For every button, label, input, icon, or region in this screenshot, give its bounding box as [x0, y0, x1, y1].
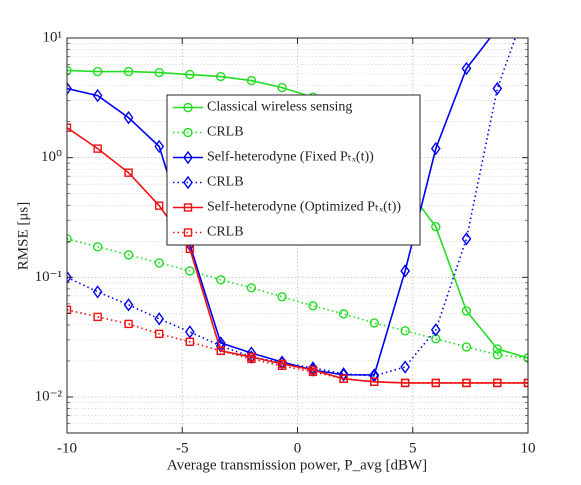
y-tick-label: 10⁻²: [35, 388, 63, 404]
marker: [92, 88, 103, 103]
marker: [431, 378, 440, 388]
marker: [493, 378, 502, 388]
marker: [67, 270, 72, 285]
marker: [93, 312, 102, 322]
legend-label: CRLB: [207, 225, 244, 240]
marker: [154, 67, 164, 78]
x-axis-label: Average transmission power, P_avg [dBW]: [167, 457, 427, 473]
marker: [185, 266, 195, 276]
marker: [92, 66, 103, 77]
marker: [67, 234, 72, 244]
marker: [154, 258, 164, 268]
marker: [154, 329, 164, 339]
marker: [339, 374, 348, 383]
marker: [185, 337, 195, 347]
marker: [277, 361, 287, 371]
marker: [216, 71, 226, 82]
marker: [492, 81, 503, 96]
series-line: [67, 309, 528, 384]
marker: [183, 175, 193, 190]
legend-label: CRLB: [207, 175, 244, 190]
marker: [523, 353, 528, 363]
marker: [123, 66, 134, 77]
marker: [461, 61, 472, 76]
marker: [183, 228, 193, 237]
marker: [370, 377, 379, 386]
marker: [184, 325, 195, 339]
legend-box: [166, 94, 421, 246]
marker: [246, 283, 257, 293]
marker: [308, 301, 318, 311]
marker: [400, 360, 411, 374]
marker: [123, 110, 134, 125]
marker: [400, 264, 411, 278]
marker: [185, 69, 195, 80]
x-tick-label: -5: [176, 440, 189, 456]
marker: [247, 354, 256, 364]
marker: [338, 309, 349, 319]
y-tick-label: 10⁰: [41, 149, 62, 165]
marker: [124, 319, 133, 329]
x-tick-label: 0: [294, 440, 302, 456]
marker: [246, 346, 257, 360]
marker: [183, 102, 193, 113]
marker: [308, 367, 318, 377]
x-tick-label: 5: [409, 440, 417, 456]
marker: [154, 312, 165, 326]
marker: [93, 144, 102, 153]
marker: [492, 344, 503, 354]
marker: [67, 123, 72, 132]
legend-label: Self-heterodyne (Fixed Pₜₓ(t)): [207, 150, 374, 165]
marker: [183, 203, 193, 212]
marker: [523, 378, 528, 388]
marker: [493, 23, 501, 34]
legend-label: Self-heterodyne (Optimized Pₜₓ(t)): [207, 200, 401, 215]
marker: [277, 82, 287, 93]
marker: [492, 350, 503, 360]
marker: [430, 323, 441, 337]
marker: [154, 201, 164, 210]
series-line: [67, 69, 528, 359]
y-tick-label: 10⁻¹: [35, 269, 62, 285]
marker: [524, 0, 532, 7]
legend-label: Classical wireless sensing: [207, 100, 352, 115]
marker: [67, 305, 72, 315]
marker: [183, 150, 193, 165]
marker: [92, 242, 103, 252]
marker: [400, 326, 410, 336]
marker: [369, 318, 379, 328]
legend-label: CRLB: [207, 125, 244, 140]
marker: [92, 285, 103, 299]
marker: [123, 250, 134, 260]
marker: [216, 275, 226, 285]
marker: [462, 378, 471, 388]
marker: [430, 141, 441, 156]
series-line: [67, 38, 517, 377]
x-tick-label: -10: [57, 440, 77, 456]
marker: [461, 306, 472, 316]
series-line: [67, 237, 528, 359]
marker: [154, 139, 165, 154]
y-tick-label: 10¹: [43, 29, 63, 45]
marker: [67, 65, 72, 76]
x-tick-label: 10: [521, 440, 536, 456]
marker: [400, 378, 410, 388]
marker: [246, 75, 257, 86]
marker: [123, 298, 134, 312]
marker: [124, 168, 133, 177]
marker: [461, 342, 472, 352]
marker: [67, 81, 72, 96]
marker: [461, 232, 472, 246]
marker: [216, 346, 225, 356]
y-axis-label: RMSE [μs]: [15, 202, 31, 270]
marker: [277, 292, 287, 302]
marker: [431, 221, 441, 232]
marker: [183, 127, 193, 138]
